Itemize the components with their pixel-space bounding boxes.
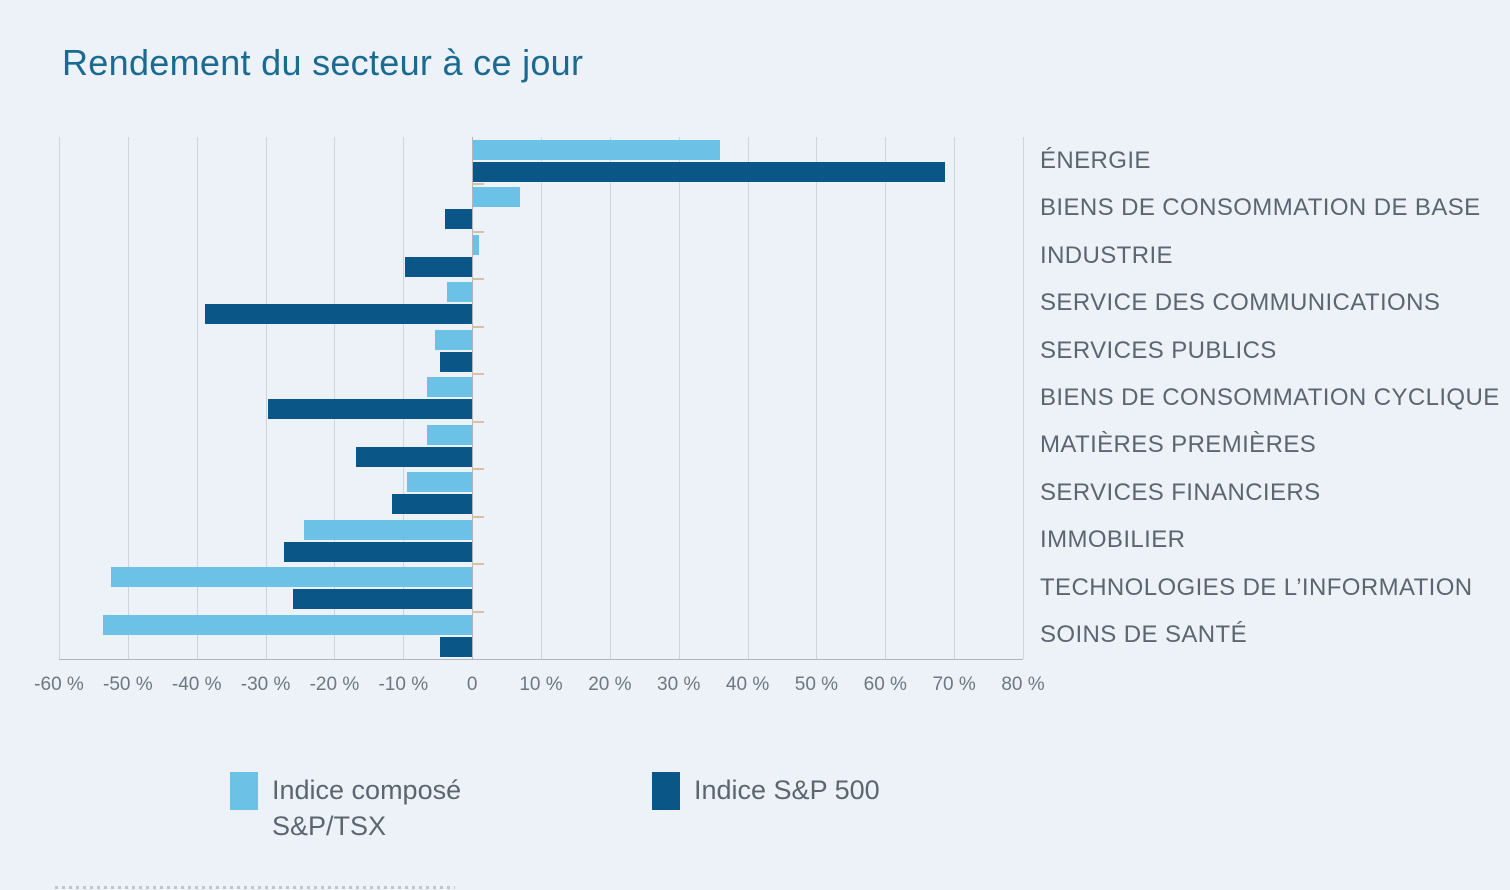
bar-tsx [434,329,473,350]
gridline [59,137,60,659]
gridline [541,137,542,659]
bar-sp500 [293,589,473,610]
category-axis-tick [472,420,485,423]
gridline [747,137,749,659]
category-axis-tick [472,230,485,233]
bar-sp500 [440,351,473,372]
category-label: INDUSTRIE [1040,241,1173,269]
legend-label: Indice S&P 500 [694,775,880,805]
category-axis-tick [472,468,485,471]
x-tick-label: -30 % [240,674,291,695]
gridline [403,137,405,659]
x-tick-label: -60 % [34,674,84,695]
zero-gridline [472,137,474,659]
gridline [265,137,267,659]
x-axis-line [59,659,1023,660]
gridline [678,137,680,659]
x-tick-label: 0 [466,674,478,695]
x-tick-label: 10 % [519,674,563,695]
chart-title: Rendement du secteur à ce jour [62,42,584,83]
bar-sp500 [404,256,473,277]
bar-tsx [110,567,473,588]
bar-tsx [103,614,473,635]
bar-sp500 [439,636,473,657]
gridline [334,137,336,659]
bar-tsx [473,140,721,160]
category-label: TECHNOLOGIES DE L’INFORMATION [1040,573,1473,601]
x-tick-label: -40 % [171,674,222,695]
gridline [196,137,198,659]
chart-legend: Indice composé S&P/TSX Indice S&P 500 [230,772,880,844]
bar-tsx [473,187,521,208]
category-axis-tick [472,610,485,613]
x-tick-label: -10 % [378,674,429,695]
category-label: MATIÈRES PREMIÈRES [1040,431,1317,459]
bar-tsx [426,424,473,445]
legend-swatch-icon [230,772,258,810]
legend-label: Indice composé S&P/TSX [272,775,462,841]
bar-tsx [406,472,473,493]
category-axis-tick [472,278,485,281]
category-label: BIENS DE CONSOMMATION CYCLIQUE [1040,383,1500,411]
gridline [127,137,129,659]
gridline [954,137,956,659]
x-axis: -60 % -50 % -40 % -30 % -20 % -10 % 0 10 % 20 % 3… [34,674,1044,700]
gridline [1023,137,1024,659]
x-tick-label: 50 % [794,674,839,695]
category-label: SOINS DE SANTÉ [1040,621,1247,649]
bar-sp500 [268,399,473,420]
bar-tsx [426,377,473,398]
plot-area [59,137,1024,660]
category-axis-tick [472,325,485,328]
bar-sp500 [444,209,473,230]
legend-item-sp500: Indice S&P 500 [652,772,880,810]
bar-sp500 [391,494,473,515]
bar-sp500 [355,446,473,467]
bar-tsx [304,519,473,540]
category-label: BIENS DE CONSOMMATION DE BASE [1040,194,1481,222]
x-tick-label: 60 % [863,674,907,695]
category-label: ÉNERGIE [1040,146,1151,174]
category-label: SERVICES PUBLICS [1040,336,1277,364]
category-axis-tick [472,373,485,376]
x-tick-label: 40 % [725,674,770,695]
gridline [816,137,818,659]
legend-item-tsx: Indice composé S&P/TSX [230,772,497,844]
x-tick-label: 70 % [932,674,976,695]
bar-sp500 [473,162,945,182]
x-tick-label: -50 % [103,674,153,695]
bar-tsx [447,282,473,303]
category-axis-tick [472,183,485,186]
category-axis-labels: ÉNERGIE BIENS DE CONSOMMATION DE BASE INDU… [1040,137,1500,659]
category-label: SERVICE DES COMMUNICATIONS [1040,289,1441,317]
gridline [609,137,611,659]
bar-sp500 [284,541,473,562]
legend-swatch-icon [652,772,680,810]
category-axis-tick [472,515,485,518]
category-label: IMMOBILIER [1040,526,1186,554]
bar-tsx [473,234,480,255]
clipped-footnote-text [55,886,455,889]
x-tick-label: 80 % [1001,674,1045,695]
x-tick-label: -20 % [309,674,360,695]
bar-sp500 [204,304,473,325]
category-axis-tick [472,563,485,566]
x-tick-label: 20 % [588,674,632,695]
gridline [885,137,887,659]
category-label: SERVICES FINANCIERS [1040,478,1321,506]
x-tick-label: 30 % [657,674,701,695]
